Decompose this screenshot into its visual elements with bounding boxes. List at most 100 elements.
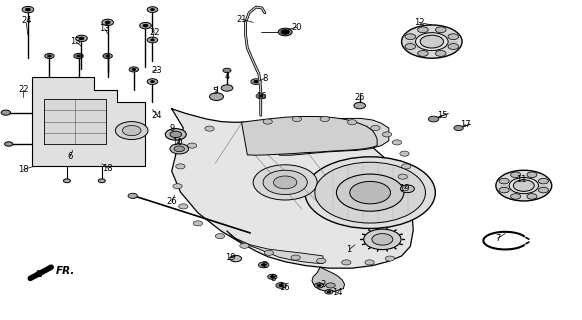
Polygon shape [32, 77, 146, 166]
Text: 12: 12 [414, 18, 424, 27]
Circle shape [140, 22, 151, 29]
Circle shape [428, 116, 439, 122]
Circle shape [402, 164, 411, 169]
Circle shape [448, 44, 459, 49]
Circle shape [347, 120, 357, 125]
Text: 15: 15 [437, 111, 448, 120]
Text: 18: 18 [102, 164, 113, 172]
Circle shape [400, 185, 414, 193]
Text: 24: 24 [152, 111, 162, 120]
Circle shape [147, 79, 158, 84]
Circle shape [278, 28, 292, 36]
Circle shape [317, 284, 321, 286]
Text: 19: 19 [399, 184, 410, 193]
Circle shape [509, 178, 538, 194]
Circle shape [527, 172, 537, 178]
Circle shape [176, 164, 185, 169]
Text: 9: 9 [169, 124, 175, 132]
Text: 5: 5 [212, 87, 218, 96]
Circle shape [26, 8, 30, 11]
Circle shape [151, 81, 154, 83]
Circle shape [210, 93, 223, 100]
Circle shape [499, 178, 509, 184]
Text: 22: 22 [18, 85, 29, 94]
Text: 7: 7 [495, 234, 501, 243]
Polygon shape [172, 109, 413, 268]
Text: 10: 10 [172, 138, 183, 147]
Circle shape [398, 174, 407, 179]
Circle shape [435, 51, 446, 56]
Text: 19: 19 [225, 253, 235, 262]
Circle shape [253, 165, 317, 200]
Circle shape [420, 35, 443, 48]
Text: 1: 1 [346, 245, 352, 254]
Circle shape [205, 126, 214, 131]
Circle shape [336, 174, 404, 211]
Text: 17: 17 [460, 120, 471, 129]
Circle shape [510, 194, 521, 199]
Circle shape [305, 157, 435, 228]
Circle shape [261, 264, 266, 266]
Text: 24: 24 [21, 16, 31, 25]
Circle shape [170, 131, 182, 138]
Circle shape [371, 125, 380, 131]
Circle shape [372, 234, 393, 245]
Circle shape [416, 33, 448, 51]
Circle shape [128, 193, 137, 198]
Circle shape [342, 260, 351, 265]
Circle shape [223, 68, 231, 73]
Circle shape [147, 7, 158, 12]
Circle shape [317, 258, 326, 263]
Circle shape [77, 55, 80, 57]
Circle shape [254, 80, 258, 83]
Polygon shape [227, 231, 323, 264]
Circle shape [221, 85, 233, 91]
Circle shape [538, 187, 548, 193]
Circle shape [122, 125, 141, 136]
Circle shape [325, 290, 333, 294]
Circle shape [263, 119, 272, 124]
Text: 18: 18 [18, 165, 29, 174]
Polygon shape [44, 99, 106, 144]
Text: 22: 22 [149, 28, 159, 36]
Circle shape [193, 221, 203, 226]
Circle shape [385, 256, 395, 261]
Circle shape [314, 283, 324, 288]
Circle shape [230, 255, 242, 262]
Text: 6: 6 [67, 152, 73, 161]
Circle shape [79, 37, 84, 40]
Polygon shape [312, 267, 345, 291]
Circle shape [320, 116, 329, 122]
Text: 13: 13 [70, 37, 81, 46]
Text: 13: 13 [100, 24, 110, 33]
Circle shape [271, 276, 274, 278]
Text: 11: 11 [516, 175, 526, 184]
Circle shape [268, 274, 277, 279]
Circle shape [115, 122, 148, 140]
Circle shape [1, 110, 10, 115]
Circle shape [364, 229, 401, 250]
Circle shape [264, 250, 274, 255]
Circle shape [527, 194, 537, 199]
Circle shape [354, 102, 365, 109]
Circle shape [129, 67, 139, 72]
Circle shape [63, 179, 70, 183]
Circle shape [173, 184, 182, 189]
Text: 8: 8 [271, 274, 276, 283]
Text: 26: 26 [166, 197, 177, 206]
Circle shape [258, 262, 269, 268]
Circle shape [291, 255, 300, 260]
Circle shape [102, 19, 113, 26]
Circle shape [259, 95, 262, 97]
Circle shape [281, 30, 289, 34]
Circle shape [276, 283, 286, 288]
Polygon shape [279, 118, 389, 155]
Polygon shape [242, 116, 377, 155]
Circle shape [448, 34, 459, 40]
Circle shape [279, 284, 283, 287]
Text: 2: 2 [262, 261, 268, 270]
Circle shape [5, 142, 13, 146]
Circle shape [45, 53, 54, 59]
Circle shape [382, 132, 392, 137]
Circle shape [48, 55, 51, 57]
